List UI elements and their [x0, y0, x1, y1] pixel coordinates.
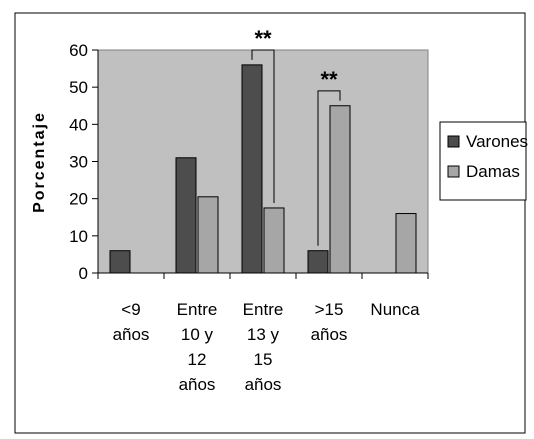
legend: Varones Damas — [439, 121, 528, 201]
x-tick-label: 10 y — [181, 325, 214, 344]
x-tick-label: 13 y — [247, 325, 280, 344]
bar-damas-1 — [197, 196, 219, 274]
bar-damas-4 — [395, 213, 417, 274]
plot-area — [97, 49, 429, 274]
bar-varones-2 — [241, 64, 263, 274]
x-tick-label: años — [113, 325, 150, 344]
significance-label: ** — [320, 67, 338, 92]
y-tick-label: 50 — [69, 78, 88, 97]
x-tick-label: 12 — [188, 350, 207, 369]
bar-damas-3 — [329, 105, 351, 274]
bar-damas-2 — [263, 207, 285, 274]
x-axis: <9 años Entre 10 y 12 años Entre 13 y 15 años >15 a… — [97, 272, 429, 394]
y-tick-label: 20 — [69, 190, 88, 209]
y-tick-label: 0 — [79, 264, 88, 283]
bars — [109, 64, 417, 274]
x-tick-label: >15 — [315, 300, 344, 319]
bar-varones-1 — [175, 157, 197, 274]
x-tick-label: años — [245, 375, 282, 394]
x-tick-label: 15 — [254, 350, 273, 369]
legend-label: Varones — [466, 132, 528, 151]
y-tick-label: 40 — [69, 115, 88, 134]
x-tick-label: Entre — [243, 300, 284, 319]
y-tick-label: 10 — [69, 227, 88, 246]
significance-bracket — [251, 49, 275, 203]
x-tick-label: años — [311, 325, 348, 344]
y-axis-title: Porcentaje — [31, 111, 48, 213]
x-tick-label: años — [179, 375, 216, 394]
annotations: ** ** — [251, 26, 341, 246]
y-axis: 0 10 20 30 40 50 60 — [69, 41, 99, 283]
legend-swatch — [447, 165, 460, 178]
legend-swatch — [447, 135, 460, 148]
significance-bracket — [317, 90, 341, 246]
y-tick-label: 30 — [69, 153, 88, 172]
y-tick-label: 60 — [69, 41, 88, 60]
x-tick-label: <9 — [121, 300, 140, 319]
bar-varones-0 — [109, 250, 131, 274]
legend-label: Damas — [466, 162, 520, 181]
x-tick-label: Entre — [177, 300, 218, 319]
legend-box — [439, 121, 527, 201]
x-tick-label: Nunca — [370, 300, 420, 319]
significance-label: ** — [254, 26, 272, 51]
bar-varones-3 — [307, 250, 329, 274]
